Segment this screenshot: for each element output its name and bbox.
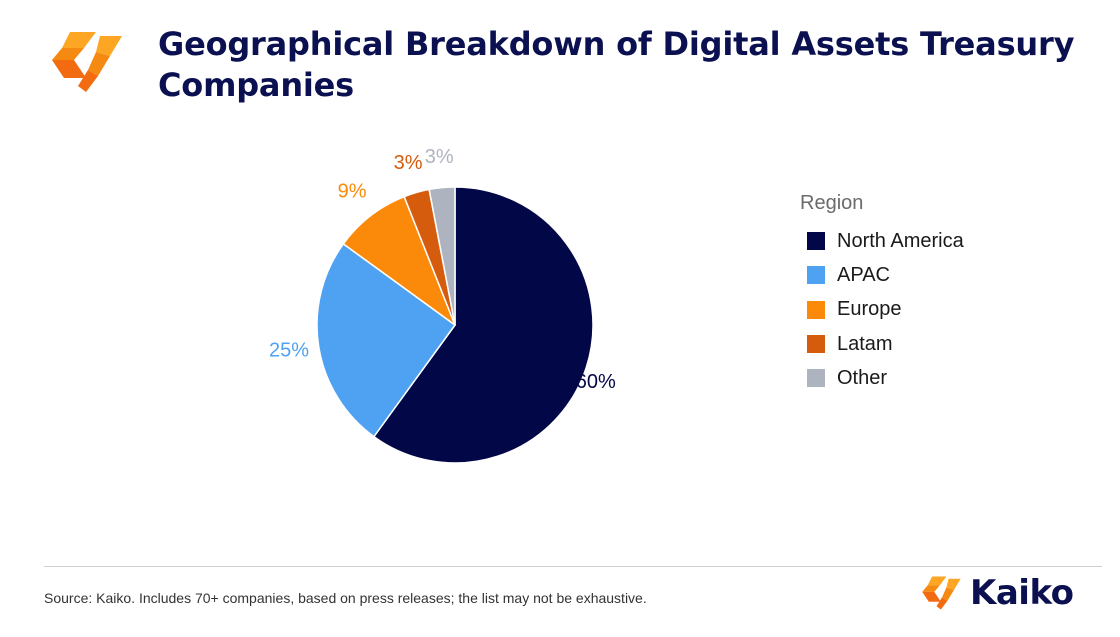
legend-label: North America: [837, 229, 964, 252]
legend-item-north-america: North America: [800, 224, 964, 258]
legend-label: APAC: [837, 263, 890, 286]
kaiko-logo-icon: [52, 32, 122, 92]
kaiko-brand-icon: [922, 576, 961, 610]
legend-item-europe: Europe: [800, 293, 964, 327]
legend-swatch: [807, 232, 825, 251]
legend-swatch: [807, 369, 825, 388]
pie-slice-apac: [316, 243, 456, 438]
data-label-other: 3%: [425, 146, 454, 168]
data-label-latam: 3%: [394, 152, 423, 174]
legend-item-apac: APAC: [800, 258, 964, 292]
legend-item-other: Other: [800, 361, 964, 395]
pie-slice-other: [428, 186, 456, 326]
brand-logo: Kaiko: [920, 572, 1074, 614]
pie-chart: 60% 25% 9% 3% 3%: [269, 146, 616, 464]
legend-label: Europe: [837, 298, 902, 321]
data-label-north-america: 60%: [576, 371, 616, 393]
data-label-europe: 9%: [338, 181, 367, 203]
legend-label: Latam: [837, 332, 893, 355]
data-label-apac: 25%: [269, 340, 309, 362]
brand-name: Kaiko: [970, 573, 1074, 613]
page-title: Geographical Breakdown of Digital Assets…: [158, 25, 1075, 104]
legend-items: North America APAC Europe Latam Other: [800, 224, 964, 395]
legend-swatch: [807, 300, 825, 319]
legend-label: Other: [837, 366, 888, 389]
legend-title: Region: [800, 192, 864, 214]
legend-swatch: [807, 335, 825, 354]
legend: Region North America APAC Europe Latam Other: [800, 192, 964, 395]
pie-slice-north-america: [373, 186, 594, 464]
legend-swatch: [807, 266, 825, 285]
source-note: Source: Kaiko. Includes 70+ companies, b…: [44, 590, 647, 606]
legend-item-latam: Latam: [800, 327, 964, 361]
footer-divider: [44, 566, 1102, 567]
